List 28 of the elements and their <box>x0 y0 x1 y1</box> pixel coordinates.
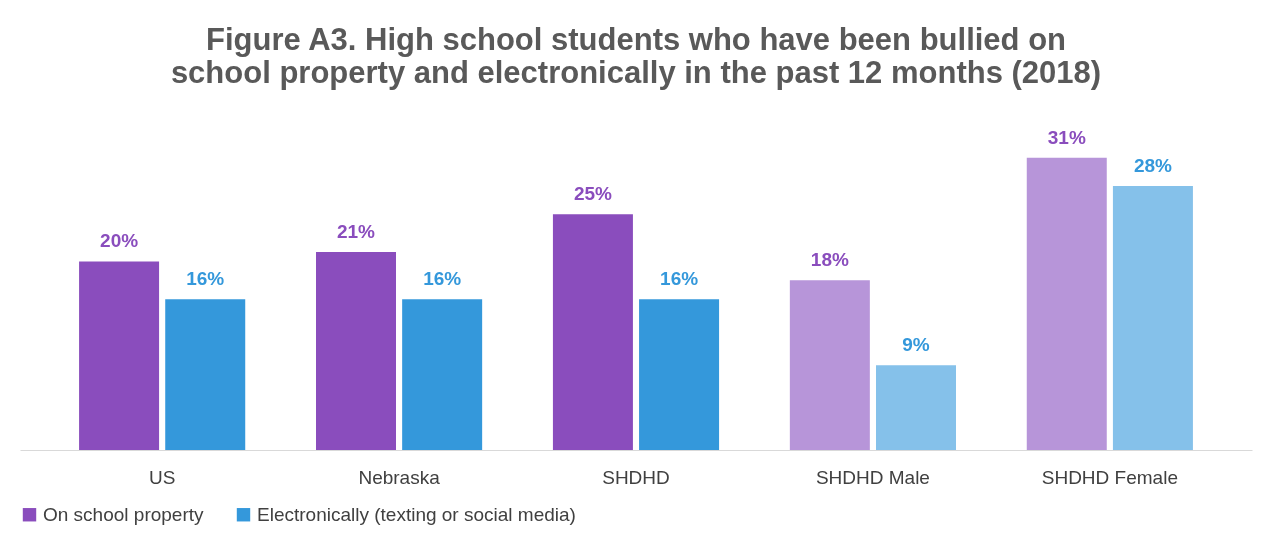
data-label: 28% <box>1133 155 1173 176</box>
x-tick-label: SHDHD Female <box>1041 466 1178 488</box>
data-label: 16% <box>660 268 699 290</box>
bar <box>79 261 160 450</box>
x-tick-label: SHDHD <box>602 466 670 488</box>
bar <box>789 280 870 450</box>
data-label: 25% <box>573 183 613 205</box>
legend-label: Electronically (texting or social media) <box>257 503 576 525</box>
bar <box>1026 157 1107 450</box>
x-tick-label: SHDHD Male <box>815 466 930 488</box>
data-label: 16% <box>423 268 462 290</box>
bar <box>165 299 246 450</box>
bar <box>552 214 633 450</box>
bar <box>639 299 720 450</box>
bar <box>1112 186 1193 450</box>
chart-title: Figure A3. High school students who have been bullied on school property and electronically in the past 12 months (2018) <box>170 22 1102 90</box>
data-label: 31% <box>1047 126 1086 148</box>
bar <box>402 299 483 450</box>
bar <box>316 252 396 450</box>
data-label: 16% <box>186 268 225 290</box>
x-tick-label: Nebraska <box>358 466 441 488</box>
data-label: 21% <box>336 221 376 242</box>
data-label: 18% <box>810 249 849 271</box>
x-tick-label: US <box>148 466 176 488</box>
data-label: 9% <box>902 334 930 356</box>
data-label: 20% <box>100 230 139 252</box>
legend-label: On school property <box>43 503 205 525</box>
bar <box>876 365 956 450</box>
